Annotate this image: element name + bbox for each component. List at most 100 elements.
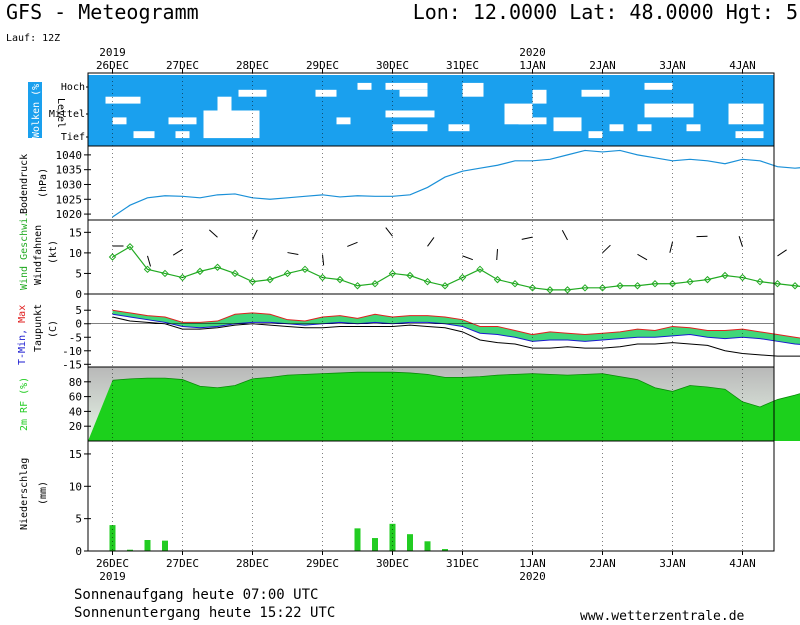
temperature-minmax-label: T-Min, Max [17,305,28,365]
cloud-clear-patch [133,131,155,139]
day-label-bottom: 28DEC [236,557,269,570]
cloud-clear-patch [735,131,764,139]
precip-bar [372,538,378,551]
wind-speed-point [686,277,694,286]
tmin-line [112,313,800,345]
cloud-clear-patch [637,124,652,132]
day-label-top: 2JAN [589,59,616,72]
cloud-clear-patch [448,124,470,132]
wind-barb [669,241,673,253]
cloud-clear-patch [385,110,435,118]
wind-speed-point [528,284,537,292]
precip-bar [144,540,151,551]
y-tick-label: -5 [69,331,82,344]
wind-speed-point [791,282,799,290]
cloud-clear-patch [728,103,764,125]
cloud-clear-patch [112,117,127,125]
wind-speed-point [476,265,484,274]
wind-barbs-label: Windfahnen [33,225,44,285]
cloud-clear-patch [518,117,547,125]
day-label-bottom: 29DEC [306,557,339,570]
cloud-clear-patch [357,82,372,90]
y-tick-label: 0 [75,545,82,558]
year-label-bottom: 2020 [519,570,546,583]
pressure-line [112,149,800,218]
cloud-level-label: Tief [61,132,85,143]
precip-bar [127,549,133,551]
sunset-text: Sonnenuntergang heute 15:22 UTC [74,605,336,621]
cloud-clear-patch [553,117,582,132]
y-tick-label: -10 [62,345,82,358]
wind-barb [427,237,435,247]
wind-speed-point [721,271,729,280]
precip-bar [407,534,413,551]
day-label-top: 29DEC [306,59,339,72]
wind-speed-point [353,282,362,290]
cloud-clear-patch [385,82,428,90]
sunrise-text: Sonnenaufgang heute 07:00 UTC [74,587,319,603]
wind-speed-label: Wind Geschwi. [19,212,30,290]
y-tick-label: 20 [69,420,82,433]
y-tick-label: 5 [75,267,82,280]
day-label-top: 31DEC [446,59,479,72]
cloud-label-bg [28,82,42,138]
humidity-line [112,371,800,408]
cloud-clear-patch [609,124,624,132]
day-label-bottom: 2JAN [589,557,616,570]
y-tick-label: 1025 [56,193,83,206]
wind-speed-point [126,243,134,251]
dewpoint-line [112,316,800,357]
cloud-clear-patch [175,131,190,139]
source-site: www.wetterzentrale.de [580,609,745,624]
wind-speed-point [703,275,712,284]
pressure-label: Bodendruck [19,154,30,214]
wind-speed-point [406,271,414,280]
day-label-top: 4JAN [729,59,756,72]
year-label-bottom: 2019 [99,570,126,583]
wind-barb [521,236,533,240]
y-tick-label: 0 [75,288,82,301]
cloud-clear-patch [392,124,428,132]
y-tick-label: 15 [69,448,82,461]
wind-speed-point [651,280,659,288]
wind-speed-point [108,253,117,261]
y-tick-label: 60 [69,391,82,404]
day-label-top: 27DEC [166,59,199,72]
wind-barb [172,248,183,256]
day-label-top: 1JAN [519,59,546,72]
wind-speed-point [196,267,204,276]
wind-speed-point [213,263,222,271]
wind-speed-point [231,269,239,278]
y-tick-label: 5 [75,513,82,526]
humidity-label: 2m RF (%) [19,377,30,431]
cloud-level-axis-label: Level [55,98,66,128]
wind-barb [561,230,568,241]
dewpoint-label: Taupunkt [33,304,44,352]
wind-barb [322,254,325,266]
wind-speed-point [388,269,397,278]
cloud-cover-label: Wolken (%) [31,78,42,138]
day-label-top: 30DEC [376,59,409,72]
page-title: GFS - Meteogramm [6,0,199,24]
wind-speed-point [493,275,502,284]
wind-speed-point [371,280,379,288]
wind-barb [496,248,498,261]
wind-speed-point [248,277,257,286]
wind-speed-point [563,286,572,294]
wind-speed-point [143,265,152,274]
y-tick-label: 0 [75,318,82,331]
wind-barb [147,255,152,267]
cloud-clear-patch [686,124,701,132]
precip-bar [424,541,431,551]
humidity-area [88,372,800,441]
day-label-bottom: 1JAN [519,557,546,570]
panel-frame [87,440,775,552]
day-label-bottom: 3JAN [659,557,686,570]
wind-speed-point [301,265,309,274]
day-label-bottom: 27DEC [166,557,199,570]
pressure-unit: (hPa) [38,168,49,198]
cloud-clear-patch [336,117,351,125]
wind-speed-point [511,280,519,288]
y-tick-label: 1035 [56,164,83,177]
day-label-top: 26DEC [96,59,129,72]
